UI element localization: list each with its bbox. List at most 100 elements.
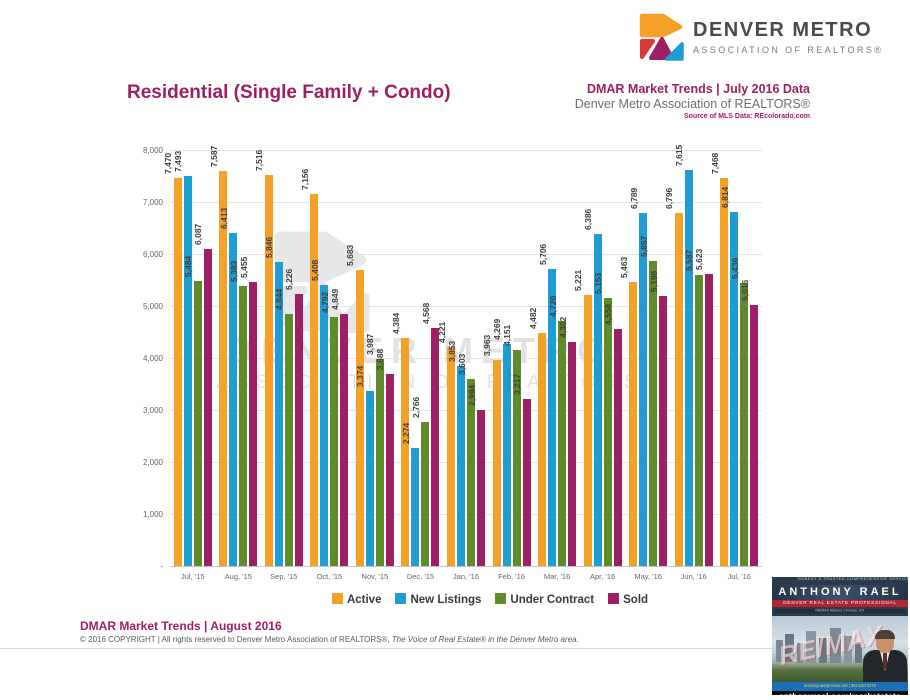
bar-value-label: 5,683 [345, 245, 356, 267]
header-association-line: Denver Metro Association of REALTORS® [574, 97, 810, 111]
building [776, 640, 783, 662]
x-axis-tick: Sep, '15 [270, 572, 298, 581]
bar-value-label: 5,587 [684, 250, 695, 272]
legend-item-sold: Sold [608, 593, 648, 606]
y-axis-tick: 5,000 [142, 302, 163, 311]
realtor-portrait [863, 630, 907, 682]
bar-under-contract [512, 350, 521, 566]
x-axis-tick: Jan, '16 [452, 572, 479, 581]
building [806, 631, 816, 663]
bar-new-listings [548, 269, 557, 566]
bar-value-label: 2,274 [400, 422, 411, 444]
x-axis-tick: Jul, '16 [727, 572, 751, 581]
bar-active [355, 270, 364, 566]
y-axis-tick: 8,000 [142, 146, 163, 155]
x-axis-tick: Apr, '16 [590, 572, 616, 581]
bar-active [310, 193, 319, 566]
bar-active [219, 171, 228, 566]
bar-value-label: 4,792 [319, 291, 330, 313]
bar-under-contract [649, 261, 658, 566]
bar-under-contract [694, 275, 703, 566]
bar-new-listings [502, 344, 511, 566]
bar-value-label: 6,814 [719, 186, 730, 208]
header-source-line: Source of MLS Data: REcolorado.com [683, 113, 810, 120]
building [830, 628, 841, 663]
realtor-ad: HONEST & TRUSTED COMPREHENSIVE SERVICE A… [772, 577, 908, 695]
bar-value-label: 6,413 [218, 207, 229, 229]
ad-contact-line: anthonyrael@remax.net | 303.520.3179 [772, 682, 908, 691]
bar-new-listings [229, 232, 238, 566]
x-axis-tick: Dec, '15 [406, 572, 435, 581]
bar-new-listings [320, 284, 329, 566]
y-axis-tick: 6,000 [142, 250, 163, 259]
ad-url: anthonyrael.com/marketstats [772, 691, 908, 695]
x-axis-tick: May, '16 [634, 572, 662, 581]
bar-under-contract [330, 316, 339, 566]
legend-label: Under Contract [510, 594, 595, 606]
gridline [170, 462, 762, 463]
chart-legend: Active New Listings Under Contract Sold [170, 590, 810, 608]
bar-active [447, 346, 455, 566]
bar-value-label: 3,688 [375, 348, 386, 371]
legend-item-new-listings: New Listings [395, 593, 481, 606]
dmar-logo: DENVER METRO ASSOCIATION OF REALTORS® [637, 10, 897, 68]
footer-divider [0, 648, 910, 649]
gridline [170, 410, 762, 411]
bar-sold [477, 410, 485, 566]
page-title: Residential (Single Family + Condo) [127, 82, 451, 103]
header-trends-line: DMAR Market Trends | July 2016 Data [586, 82, 810, 96]
bar-value-label: 3,963 [482, 334, 493, 356]
bar-active [629, 281, 638, 566]
legend-label: Active [346, 594, 382, 606]
bar-value-label: 4,844 [274, 288, 285, 311]
x-axis-tick: Aug, '15 [224, 572, 252, 581]
bar-new-listings [274, 262, 283, 566]
bar-sold [522, 398, 531, 566]
bar-value-label: 5,198 [648, 270, 659, 292]
building [844, 636, 852, 663]
copyright-tagline: The Voice of Real Estate® in the Denver … [391, 635, 579, 644]
bar-value-label: 3,603 [456, 353, 467, 375]
bar-new-listings [639, 212, 648, 566]
bar-value-label: 6,796 [664, 187, 675, 209]
bar-sold [704, 273, 713, 566]
y-axis-tick: 3,000 [142, 406, 163, 415]
bar-value-label: 6,386 [583, 208, 594, 230]
plot-area: 7,470 7,493 5,484 6,087 Jul, '15 7,587 6,413 5,… [163, 145, 762, 581]
bar-value-label: 5,455 [238, 257, 249, 279]
y-axis-tick: - [160, 562, 163, 571]
bar-sold [340, 313, 349, 566]
gridline [170, 306, 762, 307]
gridline [170, 358, 762, 359]
bar-active [264, 175, 273, 566]
bar-under-contract [603, 298, 612, 566]
ad-skyline-photo: RE/MAX [772, 616, 908, 682]
y-axis-tick: 7,000 [142, 198, 163, 207]
building [785, 634, 794, 662]
x-axis-tick: Mar, '16 [543, 572, 571, 581]
legend-swatch [495, 593, 507, 604]
bar-value-label: 5,706 [537, 244, 548, 266]
bar-value-label: 4,568 [420, 303, 431, 325]
bar-value-label: 5,153 [593, 272, 604, 295]
x-axis-tick: Feb, '16 [498, 572, 525, 581]
bar-value-label: 5,484 [183, 255, 194, 277]
bar-value-label: 4,482 [527, 307, 538, 329]
ad-realtor-name: ANTHONY RAEL [772, 585, 908, 600]
bar-value-label: 6,087 [193, 224, 204, 246]
bar-under-contract [558, 320, 567, 566]
bar-value-label: 4,384 [390, 312, 401, 335]
bar-value-label: 7,587 [208, 146, 219, 168]
bar-value-label: 7,615 [674, 144, 685, 167]
legend-label: Sold [623, 594, 649, 606]
bar-sold [431, 328, 440, 566]
bar-new-listings [411, 447, 420, 566]
bar-chart: DENVER METRO ASSOCIATION OF REALTORS 7,4… [0, 130, 910, 606]
x-axis-tick: Jun, '16 [680, 572, 707, 581]
bar-sold [568, 342, 577, 566]
x-axis-tick: Nov, '15 [361, 572, 389, 581]
bar-active [492, 359, 501, 566]
footer-copyright: © 2016 COPYRIGHT | All rights reserved t… [80, 635, 579, 644]
bar-under-contract [284, 314, 293, 566]
